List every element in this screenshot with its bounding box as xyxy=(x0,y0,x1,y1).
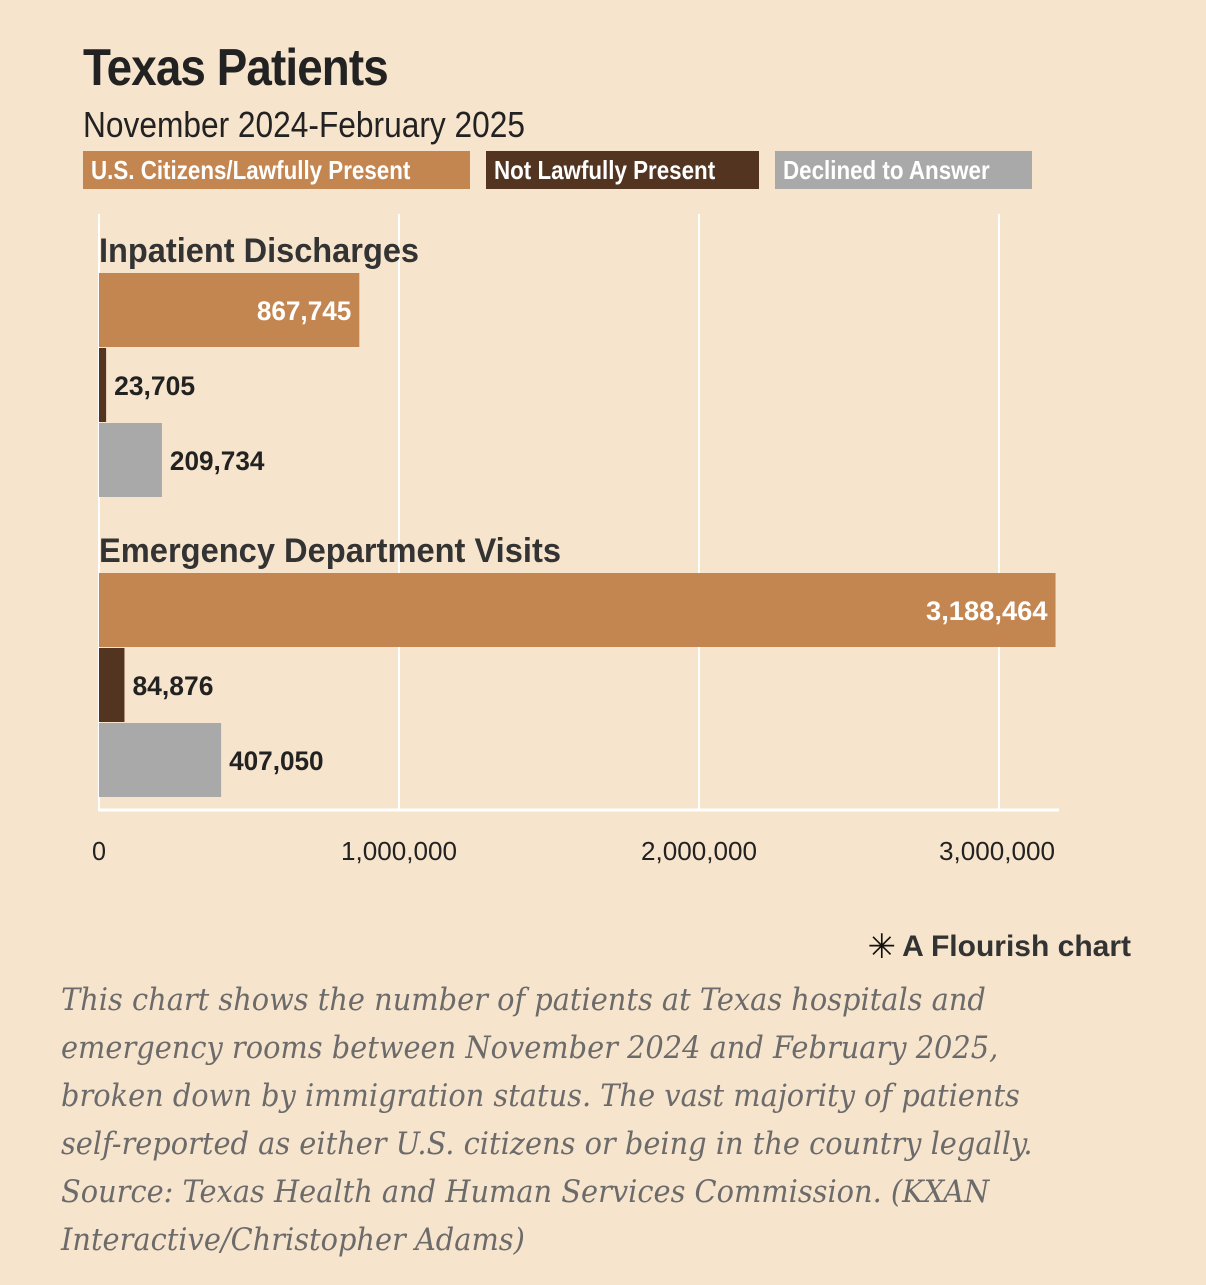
bar xyxy=(99,273,360,347)
data-label: 209,734 xyxy=(170,446,265,476)
x-tick-label: 3,000,000 xyxy=(939,836,1055,866)
x-tick-label: 2,000,000 xyxy=(641,836,757,866)
chart-title: Texas Patients xyxy=(83,39,389,97)
caption-line: broken down by immigration status. The v… xyxy=(61,1078,1020,1114)
caption-line: emergency rooms between November 2024 an… xyxy=(61,1030,999,1066)
data-label: 23,705 xyxy=(114,371,195,401)
chart-caption: This chart shows the number of patients … xyxy=(61,976,1161,1264)
data-label: 407,050 xyxy=(229,746,323,776)
caption-line: Source: Texas Health and Human Services … xyxy=(61,1174,990,1210)
flourish-asterisk-icon: ✳ xyxy=(867,928,897,966)
bar xyxy=(99,423,162,497)
caption-line: Interactive/Christopher Adams) xyxy=(61,1222,525,1258)
x-tick-label: 0 xyxy=(92,836,106,866)
x-tick-label: 1,000,000 xyxy=(341,836,457,866)
legend-label: Declined to Answer xyxy=(783,155,991,185)
bar xyxy=(99,723,222,797)
bar xyxy=(99,573,1056,647)
chart-subtitle: November 2024-February 2025 xyxy=(83,104,526,145)
group-label: Emergency Department Visits xyxy=(99,532,561,570)
data-label: 867,745 xyxy=(257,296,352,326)
data-label: 3,188,464 xyxy=(926,596,1048,626)
legend: U.S. Citizens/Lawfully Present Not Lawfu… xyxy=(83,151,1032,189)
legend-label: Not Lawfully Present xyxy=(494,155,716,185)
data-label: 84,876 xyxy=(132,671,213,701)
legend-item-not-lawful[interactable]: Not Lawfully Present xyxy=(486,151,760,189)
caption-line: self-reported as either U.S. citizens or… xyxy=(61,1126,1033,1162)
legend-item-citizens[interactable]: U.S. Citizens/Lawfully Present xyxy=(83,151,471,189)
group-label: Inpatient Discharges xyxy=(99,232,419,270)
bar xyxy=(99,648,125,722)
credit-text: A Flourish chart xyxy=(902,930,1131,963)
bar-chart: 0 1,000,000 2,000,000 3,000,000 Inpatient Di… xyxy=(92,214,1059,866)
chart-area: 0 1,000,000 2,000,000 3,000,000 Inpatient Di… xyxy=(0,200,1206,885)
flourish-credit[interactable]: ✳ A Flourish chart xyxy=(868,930,1131,964)
caption-line: This chart shows the number of patients … xyxy=(61,982,986,1018)
legend-label: U.S. Citizens/Lawfully Present xyxy=(91,155,411,185)
legend-item-declined[interactable]: Declined to Answer xyxy=(775,151,1032,189)
bar xyxy=(99,348,107,422)
